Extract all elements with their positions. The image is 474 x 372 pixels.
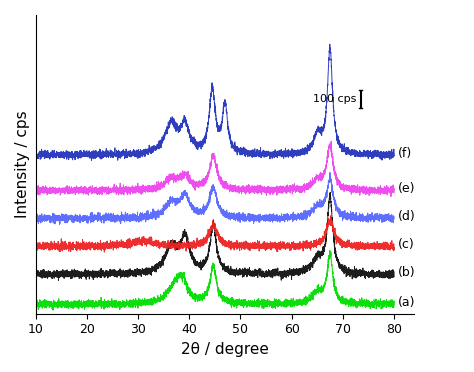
Text: (f): (f) [398, 147, 412, 160]
Text: (e): (e) [398, 182, 416, 195]
X-axis label: 2θ / degree: 2θ / degree [181, 342, 269, 357]
Text: (c): (c) [398, 238, 415, 251]
Text: 100 cps: 100 cps [313, 94, 356, 104]
Text: (b): (b) [398, 266, 416, 279]
Y-axis label: Intensity / cps: Intensity / cps [15, 110, 30, 218]
Text: (a): (a) [398, 296, 416, 309]
Text: (d): (d) [398, 210, 416, 223]
